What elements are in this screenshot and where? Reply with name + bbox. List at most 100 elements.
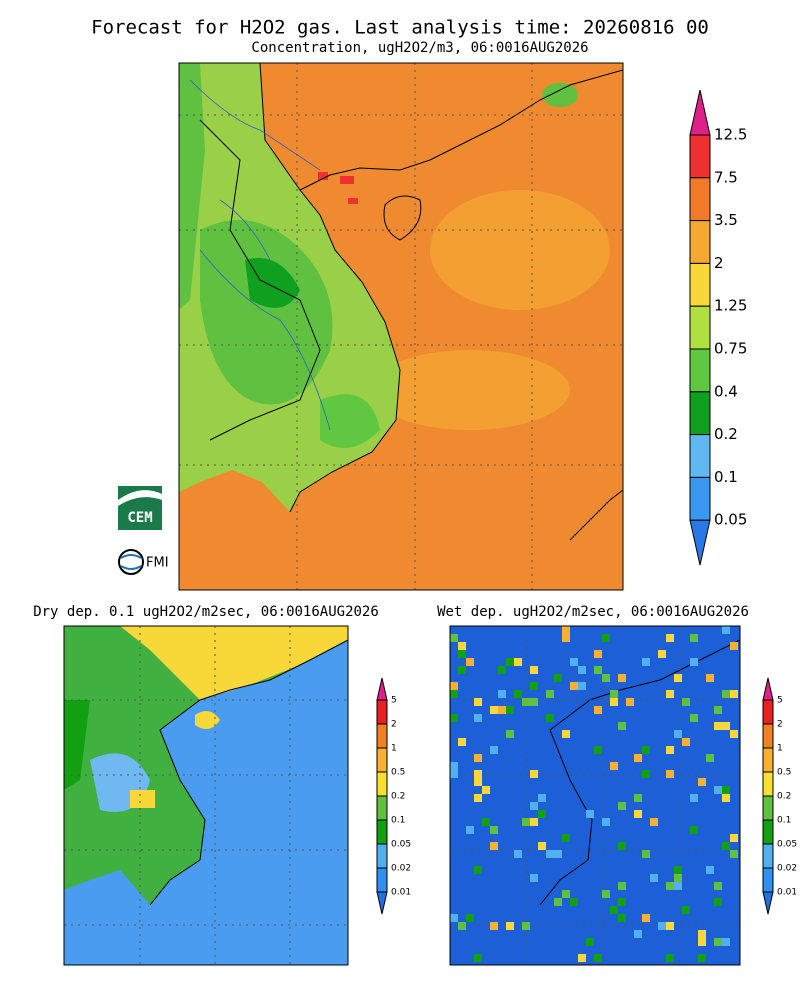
wet-cell [490, 842, 498, 850]
colorbar-label: 0.75 [714, 340, 747, 358]
wet-cell [466, 914, 474, 922]
title: Forecast for H2O2 gas. Last analysis tim… [91, 17, 709, 39]
wet-cell [666, 746, 674, 754]
wet-cell [514, 658, 522, 666]
wet-cell [466, 658, 474, 666]
wet-cell [730, 730, 738, 738]
colorbar-segment [762, 819, 774, 845]
wet-cell [506, 730, 514, 738]
colorbar-label: 5 [391, 696, 397, 706]
wet-cell [498, 690, 506, 698]
wet-cell [714, 786, 722, 794]
wet-cell [570, 898, 578, 906]
wet-cell [594, 650, 602, 658]
wet-cell [666, 634, 674, 642]
wet-cell [458, 666, 466, 674]
colorbar-segment [376, 699, 388, 725]
wet-cell [514, 850, 522, 858]
colorbar-label: 0.4 [714, 382, 738, 400]
wet-cell [474, 794, 482, 802]
wet-cell [666, 882, 674, 890]
colorbar-segment [376, 867, 388, 893]
wet-cell [498, 706, 506, 714]
wet-cell [690, 634, 698, 642]
wet-cell [698, 930, 706, 938]
colorbar-label: 2 [777, 720, 783, 730]
wet-cell [610, 762, 618, 770]
wet-cell [506, 658, 514, 666]
wet-cell [730, 850, 738, 858]
wet-cell [586, 938, 594, 946]
wet-cell [666, 690, 674, 698]
wet-cell [474, 954, 482, 962]
wet-cell [530, 802, 538, 810]
wet-cell [554, 850, 562, 858]
colorbar-label: 2 [714, 254, 724, 272]
wet-cell [530, 666, 538, 674]
wet-cell [474, 866, 482, 874]
colorbar-tip [689, 89, 711, 136]
wet-cell [450, 714, 458, 722]
wet-cell [730, 642, 738, 650]
wet-cell [698, 938, 706, 946]
wet-cell [610, 690, 618, 698]
wet-cell [602, 890, 610, 898]
colorbar: 5 2 1 0.5 0.2 0.1 0.05 0.02 0.01 [376, 677, 411, 915]
wet-cell [498, 666, 506, 674]
wet-cell [578, 682, 586, 690]
wet-cell [546, 690, 554, 698]
colorbar-label: 0.02 [777, 864, 797, 874]
wet-cell [578, 954, 586, 962]
wet-cell [650, 818, 658, 826]
wet-cell [474, 778, 482, 786]
colorbar-tip [376, 677, 388, 701]
colorbar-label: 0.1 [391, 816, 405, 826]
colorbar-label: 0.2 [777, 792, 791, 802]
colorbar-segment [689, 348, 711, 393]
fmi-text: FMI [146, 556, 169, 571]
wet-cell [474, 754, 482, 762]
wet-cell [642, 914, 650, 922]
wet-cell [722, 786, 730, 794]
wet-cell [490, 746, 498, 754]
cem-text: CEM [127, 510, 152, 526]
colorbar-label: 0.05 [391, 840, 411, 850]
wet-cell [618, 914, 626, 922]
wet-cell [530, 770, 538, 778]
colorbar-segment [762, 795, 774, 821]
wet-cell [474, 714, 482, 722]
wet-cell [474, 698, 482, 706]
wet-cell [458, 738, 466, 746]
colorbar-label: 7.5 [714, 168, 738, 186]
colorbar-label: 0.01 [391, 888, 411, 898]
colorbar-tip [762, 891, 774, 915]
wet-map [449, 625, 741, 966]
wet-cell [554, 674, 562, 682]
wet-cell [602, 634, 610, 642]
wet-cell [450, 914, 458, 922]
wet-cell [466, 826, 474, 834]
wet-cell [674, 730, 682, 738]
wet-cell [642, 770, 650, 778]
colorbar-tip [376, 891, 388, 915]
wet-cell [642, 658, 650, 666]
wet-cell [594, 746, 602, 754]
colorbar-segment [762, 843, 774, 869]
wet-cell [698, 778, 706, 786]
wet-cell [722, 842, 730, 850]
colorbar-segment [376, 795, 388, 821]
wet-cell [610, 906, 618, 914]
wet-cell [522, 698, 530, 706]
colorbar-segment [689, 134, 711, 179]
wet-cell [618, 674, 626, 682]
wet-cell [562, 626, 570, 634]
colorbar-label: 1 [777, 744, 783, 754]
main-map [178, 62, 624, 591]
wet-cell [562, 890, 570, 898]
colorbar-label: 0.01 [777, 888, 797, 898]
wet-cell [634, 754, 642, 762]
wet-cell [594, 954, 602, 962]
wet-cell [634, 930, 642, 938]
wet-cell [722, 938, 730, 946]
